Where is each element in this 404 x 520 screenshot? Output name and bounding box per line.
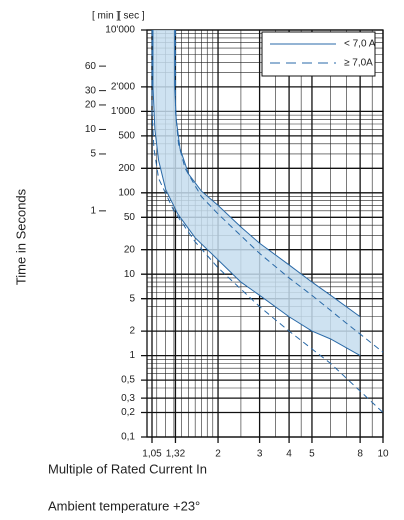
x-tick-label: 1,05 bbox=[142, 449, 162, 460]
x-tick-label: 10 bbox=[377, 449, 389, 460]
curve bbox=[152, 30, 361, 357]
y-tick-label: 0,5 bbox=[121, 375, 135, 386]
y-tick-label: 0,3 bbox=[121, 393, 135, 404]
y-tick-label: 1 bbox=[129, 350, 135, 361]
y-tick-label: 100 bbox=[118, 187, 135, 198]
y-tick-label: 10'000 bbox=[105, 25, 135, 36]
minute-tick-label: 10 bbox=[85, 124, 97, 135]
y-tick-label: 50 bbox=[124, 212, 136, 223]
note: Ambient temperature +23° bbox=[48, 498, 200, 513]
y-tick-label: 0,1 bbox=[121, 432, 135, 443]
y-axis-label: Time in Seconds bbox=[13, 188, 28, 285]
minute-tick-label: 60 bbox=[85, 61, 97, 72]
x-tick-label: 2 bbox=[215, 449, 221, 460]
x-tick-label: 8 bbox=[357, 449, 363, 460]
y-tick-label: 200 bbox=[118, 163, 135, 174]
minute-tick-label: 1 bbox=[90, 205, 96, 216]
y-tick-label: 500 bbox=[118, 131, 135, 142]
band-fill bbox=[152, 30, 361, 356]
legend-label: ≥ 7,0A bbox=[344, 58, 373, 69]
y-tick-label: 10 bbox=[124, 269, 136, 280]
legend-label: < 7,0 A bbox=[344, 39, 376, 50]
x-tick-label: 4 bbox=[286, 449, 292, 460]
min-header: [ min ] bbox=[92, 11, 119, 22]
x-axis-label: Multiple of Rated Current In bbox=[48, 461, 207, 476]
minute-tick-label: 20 bbox=[85, 100, 97, 111]
y-tick-label: 2'000 bbox=[111, 82, 136, 93]
y-tick-label: 5 bbox=[129, 293, 135, 304]
legend-box bbox=[261, 31, 376, 77]
y-tick-label: 2 bbox=[129, 326, 135, 337]
x-tick-label: 3 bbox=[257, 449, 263, 460]
plot-frame bbox=[146, 29, 384, 438]
curve bbox=[174, 30, 361, 318]
x-tick-label: 5 bbox=[309, 449, 315, 460]
sec-header: [ sec ] bbox=[118, 11, 145, 22]
curve bbox=[151, 30, 384, 413]
minute-tick-label: 5 bbox=[90, 149, 96, 160]
y-tick-label: 0,2 bbox=[121, 407, 135, 418]
minute-tick-label: 30 bbox=[85, 85, 97, 96]
y-tick-label: 1'000 bbox=[111, 106, 136, 117]
x-tick-label: 1,32 bbox=[166, 449, 186, 460]
curve bbox=[174, 30, 384, 353]
y-tick-label: 20 bbox=[124, 244, 136, 255]
